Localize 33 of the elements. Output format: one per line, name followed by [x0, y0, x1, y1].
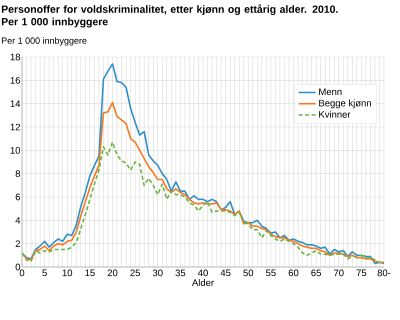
- x-tick-label: 5: [42, 270, 47, 276]
- x-tick-label: 45: [220, 270, 230, 276]
- y-tick-label: 12: [10, 124, 20, 130]
- y-tick-label: 10: [10, 146, 20, 154]
- legend-label: Menn: [319, 88, 342, 96]
- y-tick-label: 8: [16, 170, 20, 178]
- x-tick-label: 50: [243, 270, 254, 276]
- x-tick-label: 55: [266, 270, 276, 276]
- y-tick-label: 2: [16, 240, 20, 247]
- x-tick-label: 60: [288, 270, 298, 276]
- chart-title: Personoffer for voldskriminalitet, etter kjønn og ettårig alder. 2010. Per 1 000 innbyggere: [2, 4, 338, 28]
- x-tick-label: 10: [62, 270, 72, 276]
- y-tick-label: 18: [10, 54, 20, 60]
- legend-label: Kvinner: [319, 110, 350, 118]
- x-tick-label: 30: [152, 270, 163, 276]
- y-tick-label: 14: [10, 100, 20, 107]
- y-tick-label: 16: [10, 76, 20, 84]
- x-tick-label: 15: [85, 270, 95, 276]
- x-tick-label: 70: [334, 270, 344, 276]
- y-axis-title: Per 1 000 innbyggere: [2, 37, 87, 46]
- x-tick-label: 80-: [378, 270, 390, 276]
- y-tick-label: 6: [16, 194, 20, 200]
- x-tick-label: 75: [356, 270, 366, 276]
- y-tick-label: 0: [16, 264, 20, 270]
- line-series: [22, 63, 384, 264]
- legend-label: Begge kjønn: [319, 99, 371, 108]
- x-tick-label: 65: [311, 270, 321, 276]
- x-tick-label: 35: [175, 270, 186, 276]
- y-tick-label: 4: [15, 217, 20, 224]
- x-tick-label: 20: [108, 270, 118, 276]
- x-tick-label: 25: [130, 270, 140, 276]
- x-axis-title: Alder: [192, 279, 214, 286]
- x-tick-label: 40: [198, 270, 208, 276]
